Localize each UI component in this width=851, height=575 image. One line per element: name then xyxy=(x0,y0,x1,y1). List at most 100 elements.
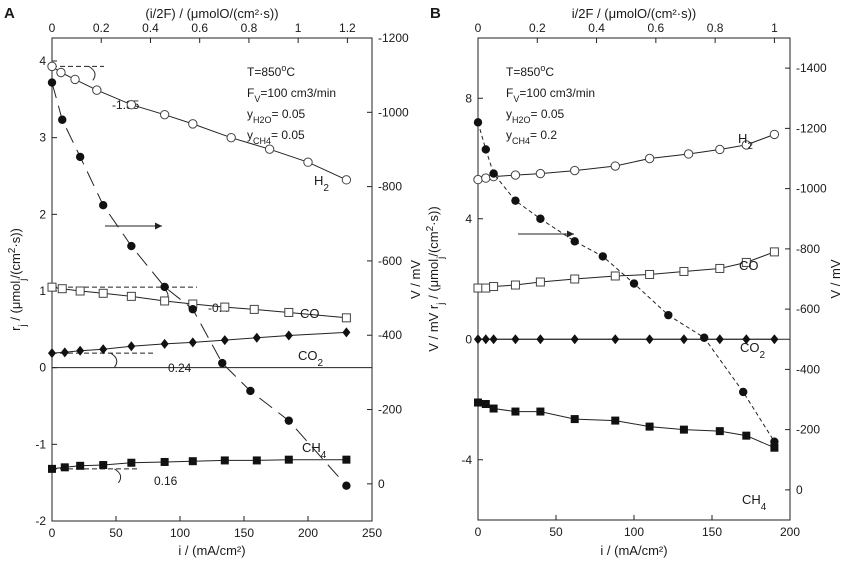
y-axis-label-sup: 2 xyxy=(7,247,18,253)
panel-letter: B xyxy=(430,5,441,22)
data-point-h2 xyxy=(535,168,546,179)
data-point-co2 xyxy=(99,344,108,355)
data-point-co xyxy=(126,291,136,301)
series-line-v xyxy=(477,122,775,442)
condition-end: = 0.05 xyxy=(531,107,565,121)
data-point-v xyxy=(127,241,136,251)
condition-line: FV=100 cm3/min xyxy=(506,86,595,104)
y-axis-label-sub: j xyxy=(18,278,29,281)
y-axis-label-mid: / (μmol xyxy=(426,259,441,303)
data-point-v xyxy=(218,358,227,368)
y-tick-label: 0 xyxy=(465,332,472,346)
y2-tick-label: -1000 xyxy=(796,182,827,196)
data-point-co xyxy=(473,283,483,293)
data-point-h2 xyxy=(126,100,137,110)
condition-main: T=850 xyxy=(506,65,541,79)
data-point-co2 xyxy=(489,334,498,345)
data-point-h2 xyxy=(473,174,483,185)
condition-main: F xyxy=(247,86,254,100)
top-x-tick-label: 0 xyxy=(49,21,56,35)
top-x-axis-label: (i/2F) / (μmolO/(cm²·s)) xyxy=(145,6,278,21)
series-label: CH4 xyxy=(302,440,327,461)
series-line-h2 xyxy=(51,65,347,181)
condition-end: C xyxy=(286,65,295,79)
data-point-co2 xyxy=(511,334,520,345)
x-axis-label: i / (mA/cm²) xyxy=(600,543,667,558)
y-axis-label-mid: /(cm xyxy=(426,231,441,256)
data-point-co xyxy=(284,307,294,317)
x-tick-label: 0 xyxy=(49,526,56,540)
data-point-co2 xyxy=(570,334,579,345)
condition-sub: V xyxy=(254,94,260,104)
y2-tick-label: -800 xyxy=(796,242,820,256)
series-line-co xyxy=(478,251,775,289)
data-point-co xyxy=(610,271,620,281)
data-point-v xyxy=(160,282,169,292)
condition-sub: H2O xyxy=(512,115,531,125)
condition-line: yH2O= 0.05 xyxy=(247,107,306,125)
data-point-ch4 xyxy=(742,431,751,440)
data-point-h2 xyxy=(56,67,66,78)
y2-tick-label: -800 xyxy=(378,180,402,194)
condition-sub: V xyxy=(513,94,519,104)
y-tick-label: 8 xyxy=(465,91,472,105)
x-tick-label: 0 xyxy=(475,525,482,539)
plot-frame xyxy=(477,37,791,521)
data-point-v xyxy=(739,387,748,397)
series-line-ch4 xyxy=(477,402,775,449)
data-point-co xyxy=(160,296,170,306)
panel-A: A 0 50 100 150 200 250 0 0.2 0.4 0.6 0.8 1 1.2 -2 -1 0 1 2… xyxy=(4,5,423,558)
y2-tick-label: -400 xyxy=(378,328,402,342)
y-axis-label-end: ·s)) xyxy=(426,206,441,226)
data-point-h2 xyxy=(610,161,620,171)
data-point-co2 xyxy=(48,348,56,359)
condition-end: = 0.05 xyxy=(272,107,306,121)
series-label: CO2 xyxy=(298,348,324,369)
data-point-ch4 xyxy=(481,400,490,409)
data-point-ch4 xyxy=(770,443,779,452)
data-point-ch4 xyxy=(60,463,69,472)
data-point-ch4 xyxy=(342,455,351,464)
condition-sub: CH4 xyxy=(253,136,271,146)
series-label-main: CO xyxy=(740,340,760,355)
series-label-main: CH xyxy=(302,440,321,455)
x-tick-label: 150 xyxy=(234,526,254,540)
y-axis-label-sup: 2 xyxy=(425,225,436,231)
data-point-h2 xyxy=(226,132,236,143)
condition-line: yH2O= 0.05 xyxy=(506,107,565,125)
data-point-ch4 xyxy=(474,398,482,407)
y2-tick-label: -600 xyxy=(796,302,820,316)
data-point-v xyxy=(99,200,108,210)
top-x-tick-label: 1 xyxy=(295,21,302,35)
data-point-co xyxy=(47,282,57,292)
x-tick-label: 200 xyxy=(780,525,800,539)
condition-end: C xyxy=(545,65,554,79)
y-tick-label: 4 xyxy=(39,54,46,68)
data-point-ch4 xyxy=(127,458,136,467)
data-point-co2 xyxy=(645,334,654,345)
data-point-co xyxy=(769,247,779,257)
condition-main: T=850 xyxy=(247,65,282,79)
data-point-co xyxy=(98,288,108,298)
slope-label: 0.16 xyxy=(154,474,178,488)
slope-arc xyxy=(110,352,118,368)
series-label: CO xyxy=(739,258,759,273)
data-point-ch4 xyxy=(570,415,579,424)
data-point-v xyxy=(629,279,639,288)
slope-arc xyxy=(114,468,122,484)
condition-main: y xyxy=(506,128,512,142)
y2-axis-label: V / mV xyxy=(408,260,423,299)
condition-line: yCH4= 0.2 xyxy=(506,128,557,146)
y-axis-label: rj / (μmolj/(cm2·s)) xyxy=(7,228,29,331)
series-label-main: CH xyxy=(742,492,761,507)
slope-label: 0.24 xyxy=(168,361,192,375)
data-point-v xyxy=(511,196,520,205)
data-point-h2 xyxy=(644,153,655,164)
data-point-ch4 xyxy=(220,456,229,465)
series-label-main: CO xyxy=(298,348,318,363)
data-point-v xyxy=(536,214,545,223)
data-point-co xyxy=(57,284,67,294)
data-point-ch4 xyxy=(48,464,56,473)
y2-tick-label: -200 xyxy=(378,403,402,417)
x-tick-label: 50 xyxy=(109,526,123,540)
